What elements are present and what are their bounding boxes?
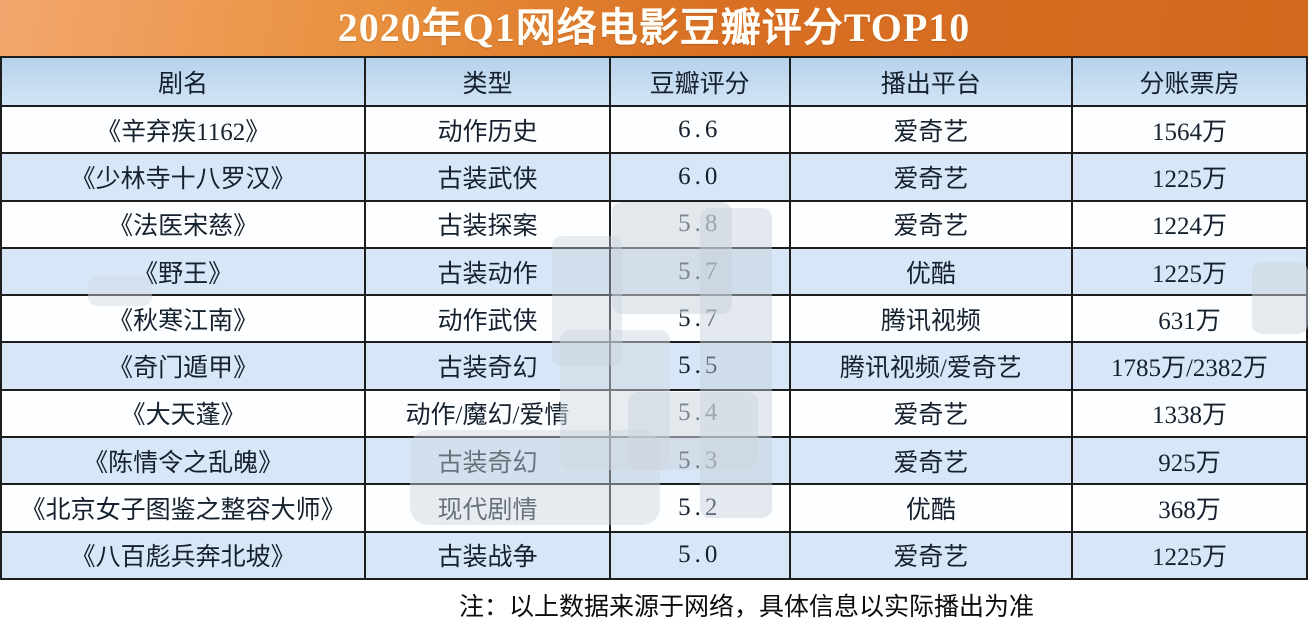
- cell-title: 《辛弃疾1162》: [0, 104, 367, 155]
- cell-genre: 古装战争: [364, 530, 611, 580]
- cell-rating: 5.8: [608, 199, 791, 249]
- cell-platform: 爱奇艺: [788, 436, 1073, 486]
- ranking-table: 剧名 类型 豆瓣评分 播出平台 分账票房 《辛弃疾1162》 动作历史 6.6 爱奇艺…: [0, 56, 1308, 580]
- table-row: 《少林寺十八罗汉》 古装武侠 6.0 爱奇艺 1225万: [0, 152, 1308, 202]
- cell-title: 《秋寒江南》: [0, 294, 367, 344]
- cell-genre: 古装奇幻: [364, 436, 611, 486]
- cell-box_office: 1564万: [1070, 104, 1308, 155]
- table-body: 《辛弃疾1162》 动作历史 6.6 爱奇艺 1564万 《少林寺十八罗汉》 古装武侠 6.0…: [0, 104, 1308, 580]
- cell-genre: 古装武侠: [364, 152, 611, 202]
- cell-genre: 古装探案: [364, 199, 611, 249]
- cell-genre: 动作/魔幻/爱情: [364, 388, 611, 439]
- page-title: 2020年Q1网络电影豆瓣评分TOP10: [337, 5, 971, 50]
- cell-rating: 6.6: [608, 104, 791, 155]
- title-bar: 2020年Q1网络电影豆瓣评分TOP10: [0, 0, 1308, 56]
- cell-title: 《陈情令之乱魄》: [0, 436, 367, 486]
- cell-title: 《法医宋慈》: [0, 199, 367, 249]
- cell-platform: 爱奇艺: [788, 152, 1073, 202]
- cell-title: 《北京女子图鉴之整容大师》: [0, 483, 367, 533]
- cell-rating: 5.5: [608, 341, 791, 391]
- table-row: 《北京女子图鉴之整容大师》 现代剧情 5.2 优酷 368万: [0, 483, 1308, 533]
- cell-box_office: 1338万: [1070, 388, 1308, 439]
- cell-box_office: 1225万: [1070, 152, 1308, 202]
- cell-genre: 动作历史: [364, 104, 611, 155]
- cell-title: 《八百彪兵奔北坡》: [0, 530, 367, 580]
- table-row: 《八百彪兵奔北坡》 古装战争 5.0 爱奇艺 1225万: [0, 530, 1308, 580]
- cell-platform: 爱奇艺: [788, 199, 1073, 249]
- cell-title: 《野王》: [0, 246, 367, 297]
- cell-rating: 5.3: [608, 436, 791, 486]
- column-header-rating: 豆瓣评分: [608, 56, 791, 107]
- cell-rating: 6.0: [608, 152, 791, 202]
- cell-title: 《少林寺十八罗汉》: [0, 152, 367, 202]
- cell-box_office: 1225万: [1070, 246, 1308, 297]
- table-row: 《大天蓬》 动作/魔幻/爱情 5.4 爱奇艺 1338万: [0, 388, 1308, 439]
- cell-platform: 爱奇艺: [788, 388, 1073, 439]
- cell-platform: 爱奇艺: [788, 530, 1073, 580]
- cell-genre: 古装奇幻: [364, 341, 611, 391]
- column-header-box-office: 分账票房: [1070, 56, 1308, 107]
- table-row: 《法医宋慈》 古装探案 5.8 爱奇艺 1224万: [0, 199, 1308, 249]
- column-header-title: 剧名: [0, 56, 367, 107]
- table-header-row: 剧名 类型 豆瓣评分 播出平台 分账票房: [0, 56, 1308, 107]
- footer-note: 注：以上数据来源于网络，具体信息以实际播出为准: [0, 579, 1308, 622]
- cell-platform: 腾讯视频/爱奇艺: [788, 341, 1073, 391]
- cell-genre: 现代剧情: [364, 483, 611, 533]
- cell-platform: 腾讯视频: [788, 294, 1073, 344]
- column-header-platform: 播出平台: [788, 56, 1073, 107]
- table-row: 《秋寒江南》 动作武侠 5.7 腾讯视频 631万: [0, 294, 1308, 344]
- cell-title: 《奇门遁甲》: [0, 341, 367, 391]
- table-row: 《奇门遁甲》 古装奇幻 5.5 腾讯视频/爱奇艺 1785万/2382万: [0, 341, 1308, 391]
- cell-box_office: 1225万: [1070, 530, 1308, 580]
- cell-box_office: 1224万: [1070, 199, 1308, 249]
- cell-genre: 古装动作: [364, 246, 611, 297]
- table-row: 《陈情令之乱魄》 古装奇幻 5.3 爱奇艺 925万: [0, 436, 1308, 486]
- column-header-genre: 类型: [364, 56, 611, 107]
- cell-genre: 动作武侠: [364, 294, 611, 344]
- cell-rating: 5.4: [608, 388, 791, 439]
- cell-rating: 5.0: [608, 530, 791, 580]
- table-row: 《辛弃疾1162》 动作历史 6.6 爱奇艺 1564万: [0, 104, 1308, 155]
- cell-platform: 优酷: [788, 246, 1073, 297]
- cell-title: 《大天蓬》: [0, 388, 367, 439]
- cell-rating: 5.2: [608, 483, 791, 533]
- cell-platform: 爱奇艺: [788, 104, 1073, 155]
- table-row: 《野王》 古装动作 5.7 优酷 1225万: [0, 246, 1308, 297]
- cell-platform: 优酷: [788, 483, 1073, 533]
- cell-box_office: 368万: [1070, 483, 1308, 533]
- cell-rating: 5.7: [608, 246, 791, 297]
- cell-box_office: 1785万/2382万: [1070, 341, 1308, 391]
- cell-rating: 5.7: [608, 294, 791, 344]
- cell-box_office: 925万: [1070, 436, 1308, 486]
- cell-box_office: 631万: [1070, 294, 1308, 344]
